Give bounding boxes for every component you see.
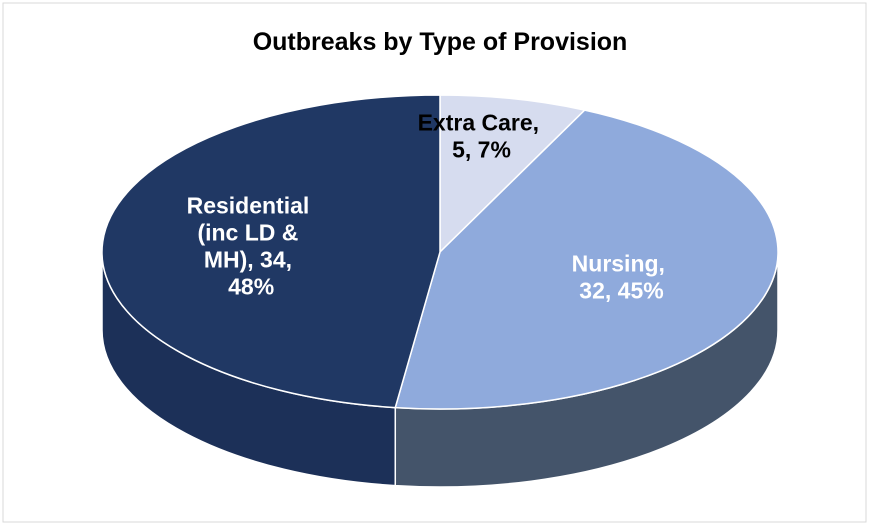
chart-title: Outbreaks by Type of Provision: [253, 28, 628, 56]
slice: [394, 109, 779, 410]
pie-labels: Extra Care, 5, 7% Nursing, 32, 45% Residen…: [187, 110, 672, 304]
slice: [439, 94, 587, 254]
data-label: Residential (inc LD & MH), 34, 48%: [187, 193, 316, 300]
slice: [101, 94, 441, 409]
pie-tops: [101, 94, 779, 410]
data-label: Nursing, 32, 45%: [572, 250, 672, 303]
data-label: Extra Care, 5, 7%: [418, 110, 546, 163]
